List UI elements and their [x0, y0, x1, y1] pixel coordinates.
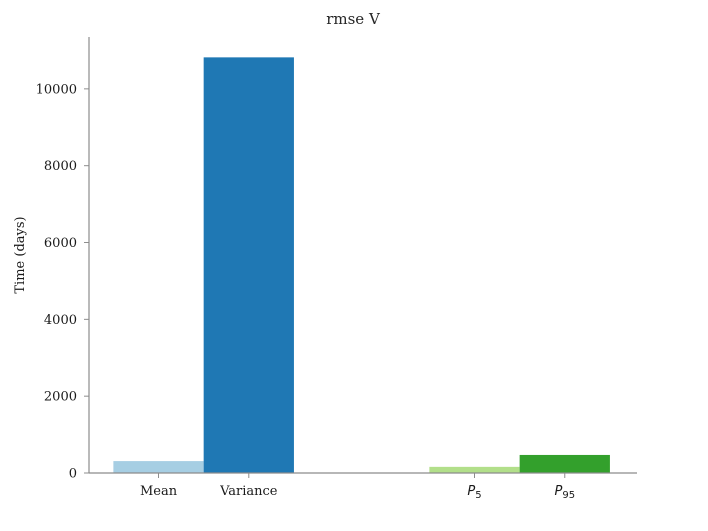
x-tick-label: Mean [140, 484, 178, 499]
x-tick-label-sub: 95 [562, 490, 575, 501]
chart-title: rmse V [326, 10, 381, 28]
bar-1 [203, 57, 294, 474]
y-tick-label: 8000 [44, 159, 77, 174]
y-tick-label: 4000 [44, 313, 77, 328]
y-tick-label: 10000 [36, 82, 77, 97]
bar-0 [113, 461, 204, 473]
x-tick-label: P5 [467, 484, 481, 501]
y-axis-label: Time (days) [13, 216, 28, 293]
y-tick-label: 2000 [44, 390, 77, 405]
y-axis-ticks: 0 2000 4000 6000 8000 10000 [36, 82, 89, 482]
bar-3 [519, 454, 610, 473]
x-tick-label-base: P [467, 484, 475, 499]
x-tick-label-sub: 5 [475, 490, 481, 501]
x-axis-ticks: Mean Variance P5 P95 [140, 473, 575, 501]
bars-group [113, 57, 610, 474]
y-tick-label: 0 [69, 467, 77, 482]
x-tick-label-base: P [554, 484, 562, 499]
x-tick-label: P95 [554, 484, 575, 501]
y-tick-label: 6000 [44, 236, 77, 251]
x-tick-label: Variance [219, 484, 278, 499]
bar-2 [429, 466, 520, 473]
